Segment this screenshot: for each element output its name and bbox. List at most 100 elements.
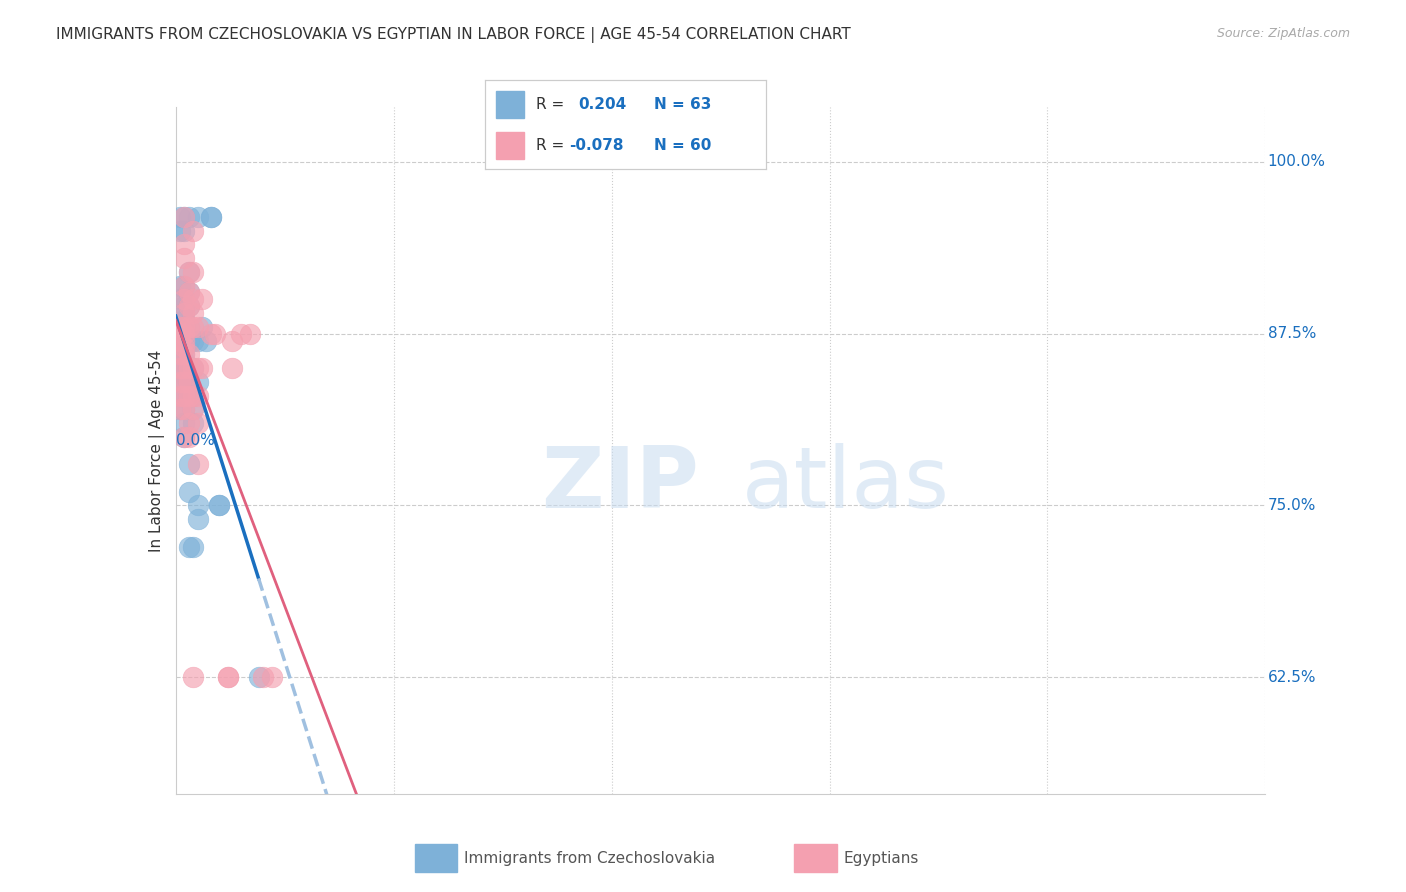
- Point: [247, 670, 270, 684]
- Point: [173, 251, 195, 265]
- Point: [200, 210, 222, 224]
- Bar: [496, 132, 524, 159]
- Point: [169, 361, 191, 376]
- Point: [169, 347, 191, 361]
- Point: [186, 416, 209, 430]
- Point: [181, 402, 204, 417]
- Point: [181, 388, 204, 402]
- Text: N = 60: N = 60: [654, 138, 711, 153]
- Point: [173, 347, 195, 361]
- Point: [169, 210, 191, 224]
- Point: [173, 237, 195, 252]
- Point: [181, 319, 204, 334]
- Point: [181, 388, 204, 402]
- Text: 75.0%: 75.0%: [1268, 498, 1316, 513]
- Point: [186, 334, 209, 348]
- Point: [173, 313, 195, 327]
- Point: [173, 278, 195, 293]
- Point: [173, 334, 195, 348]
- Text: atlas: atlas: [742, 443, 950, 526]
- Point: [173, 224, 195, 238]
- Point: [186, 375, 209, 389]
- Text: R =: R =: [536, 97, 574, 112]
- Point: [191, 361, 214, 376]
- Point: [181, 540, 204, 554]
- Point: [173, 347, 195, 361]
- Text: 0.0%: 0.0%: [176, 434, 215, 449]
- Point: [169, 361, 191, 376]
- Point: [173, 210, 195, 224]
- Point: [217, 670, 239, 684]
- Text: N = 63: N = 63: [654, 97, 711, 112]
- Point: [173, 210, 195, 224]
- Point: [177, 210, 200, 224]
- Point: [173, 375, 195, 389]
- Point: [208, 499, 231, 513]
- Point: [181, 361, 204, 376]
- Point: [173, 375, 195, 389]
- Point: [204, 326, 226, 341]
- Y-axis label: In Labor Force | Age 45-54: In Labor Force | Age 45-54: [149, 350, 165, 551]
- Point: [177, 285, 200, 300]
- Point: [169, 402, 191, 417]
- Point: [177, 361, 200, 376]
- Point: [169, 319, 191, 334]
- Point: [181, 416, 204, 430]
- Point: [173, 388, 195, 402]
- Text: ZIP: ZIP: [541, 443, 699, 526]
- Point: [181, 670, 204, 684]
- Point: [173, 293, 195, 307]
- Point: [177, 416, 200, 430]
- Text: 62.5%: 62.5%: [1268, 670, 1316, 685]
- Point: [169, 326, 191, 341]
- Point: [169, 319, 191, 334]
- Point: [177, 388, 200, 402]
- Point: [177, 334, 200, 348]
- Text: 0.204: 0.204: [578, 97, 626, 112]
- Point: [208, 499, 231, 513]
- Point: [177, 457, 200, 471]
- Point: [177, 540, 200, 554]
- Point: [177, 299, 200, 313]
- Point: [181, 224, 204, 238]
- Point: [173, 402, 195, 417]
- Point: [177, 319, 200, 334]
- Point: [169, 334, 191, 348]
- Point: [217, 670, 239, 684]
- Point: [165, 319, 187, 334]
- Point: [173, 293, 195, 307]
- Point: [177, 265, 200, 279]
- Point: [195, 334, 218, 348]
- Point: [173, 416, 195, 430]
- Text: 100.0%: 100.0%: [1268, 154, 1326, 169]
- Point: [173, 334, 195, 348]
- Text: Immigrants from Czechoslovakia: Immigrants from Czechoslovakia: [464, 851, 716, 865]
- Point: [173, 340, 195, 354]
- Point: [177, 388, 200, 402]
- Point: [173, 388, 195, 402]
- Point: [169, 354, 191, 368]
- Point: [181, 361, 204, 376]
- Point: [177, 484, 200, 499]
- Point: [173, 319, 195, 334]
- Point: [252, 670, 274, 684]
- Point: [177, 319, 200, 334]
- Point: [186, 361, 209, 376]
- Text: IMMIGRANTS FROM CZECHOSLOVAKIA VS EGYPTIAN IN LABOR FORCE | AGE 45-54 CORRELATIO: IMMIGRANTS FROM CZECHOSLOVAKIA VS EGYPTI…: [56, 27, 851, 43]
- Point: [239, 326, 262, 341]
- Point: [186, 512, 209, 526]
- Point: [173, 319, 195, 334]
- Point: [177, 265, 200, 279]
- Point: [231, 326, 253, 341]
- Point: [221, 334, 243, 348]
- Point: [173, 354, 195, 368]
- Text: Source: ZipAtlas.com: Source: ZipAtlas.com: [1216, 27, 1350, 40]
- Point: [173, 306, 195, 320]
- Point: [173, 278, 195, 293]
- Point: [173, 340, 195, 354]
- Point: [186, 319, 209, 334]
- Point: [173, 326, 195, 341]
- Point: [181, 402, 204, 417]
- Point: [177, 285, 200, 300]
- Point: [173, 326, 195, 341]
